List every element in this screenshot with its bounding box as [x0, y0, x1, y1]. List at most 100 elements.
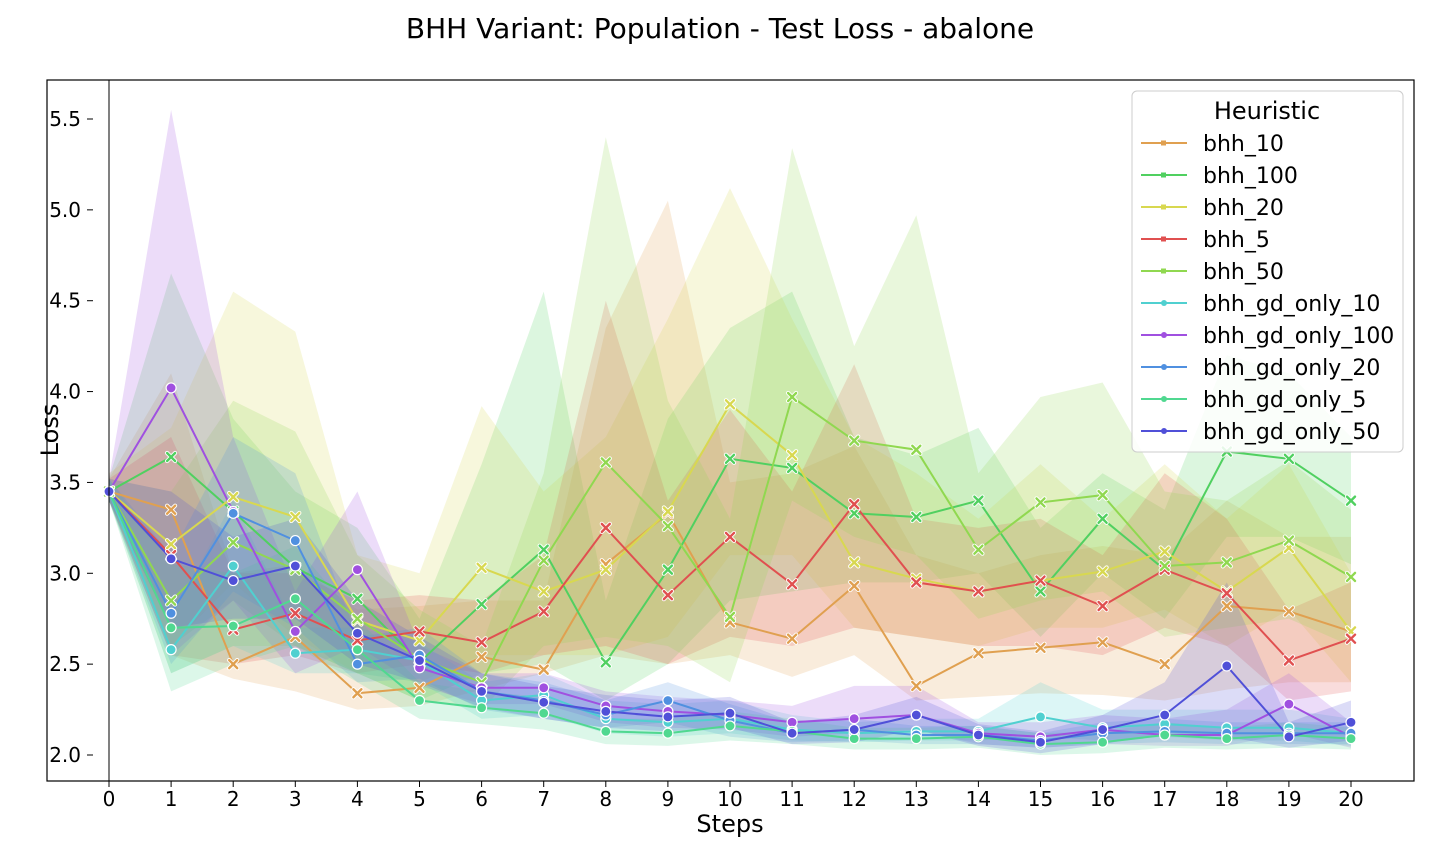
marker-bhh_gd_only_100 [351, 564, 363, 576]
x-tick-label: 1 [165, 787, 178, 811]
marker-bhh_gd_only_5 [227, 620, 239, 632]
marker-bhh_10 [910, 679, 923, 693]
x-tick-label: 8 [599, 787, 612, 811]
marker-bhh_gd_only_10 [165, 644, 177, 656]
marker-bhh_gd_only_5 [1159, 729, 1171, 741]
marker-bhh_gd_only_50 [600, 705, 612, 717]
marker-bhh_gd_only_100 [289, 625, 301, 638]
y-tick-label: 5.5 [49, 107, 81, 131]
y-axis: 2.0 2.5 3.0 3.5 4.0 4.5 5.0 5.5 [49, 80, 110, 781]
marker-bhh_gd_only_50 [165, 553, 177, 565]
marker-bhh_gd_only_50 [351, 627, 363, 639]
legend-marker-bhh_50 [1161, 268, 1166, 274]
marker-bhh_10 [1158, 658, 1171, 671]
marker-bhh_100 [537, 543, 550, 556]
legend-marker-bhh_gd_only_20 [1161, 364, 1167, 370]
marker-bhh_20 [848, 556, 861, 569]
marker-bhh_10 [227, 658, 240, 671]
marker-bhh_100 [910, 510, 923, 524]
x-tick-label: 19 [1276, 787, 1301, 811]
marker-bhh_50 [1344, 570, 1358, 584]
marker-bhh_50 [165, 594, 178, 607]
marker-bhh_20 [289, 510, 302, 524]
x-tick-label: 12 [841, 787, 866, 811]
marker-bhh_100 [351, 592, 364, 605]
marker-bhh_5 [475, 636, 488, 649]
marker-bhh_5 [1096, 599, 1109, 613]
marker-bhh_gd_only_5 [600, 725, 612, 737]
legend-label-bhh_gd_only_5: bhh_gd_only_5 [1203, 388, 1366, 413]
marker-bhh_gd_only_5 [1096, 736, 1109, 748]
x-tick-label: 14 [966, 787, 991, 811]
legend-marker-bhh_gd_only_100 [1161, 332, 1167, 338]
marker-bhh_5 [413, 625, 426, 638]
marker-bhh_10 [848, 579, 861, 593]
marker-bhh_gd_only_50 [1096, 723, 1109, 736]
marker-bhh_gd_only_5 [538, 707, 550, 719]
marker-bhh_5 [910, 576, 923, 589]
marker-bhh_gd_only_50 [1345, 716, 1357, 728]
legend-label-bhh_100: bhh_100 [1203, 164, 1298, 189]
marker-bhh_10 [1096, 636, 1109, 649]
marker-bhh_10 [537, 663, 550, 676]
marker-bhh_gd_only_100 [848, 713, 860, 725]
marker-bhh_5 [289, 607, 302, 620]
marker-bhh_10 [413, 681, 426, 694]
marker-bhh_100 [972, 494, 985, 507]
x-tick-label: 15 [1028, 787, 1053, 811]
marker-bhh_20 [537, 585, 550, 598]
marker-bhh_gd_only_5 [1221, 733, 1233, 745]
marker-bhh_50 [972, 543, 985, 556]
marker-bhh_50 [351, 612, 364, 625]
marker-bhh_gd_only_5 [476, 702, 488, 714]
legend-box [1131, 90, 1404, 453]
series-markers [102, 382, 1358, 750]
marker-bhh_10 [475, 650, 488, 663]
marker-bhh_20 [1158, 545, 1171, 558]
marker-bhh_gd_only_5 [662, 727, 674, 739]
x-tick-label: 13 [904, 787, 929, 811]
legend-label-bhh_gd_only_20: bhh_gd_only_20 [1203, 356, 1380, 381]
marker-bhh_10 [1034, 641, 1047, 654]
band-bhh_5 [109, 300, 1351, 701]
marker-bhh_gd_only_50 [786, 727, 798, 739]
marker-bhh_100 [165, 450, 178, 464]
x-tick-label: 20 [1338, 787, 1363, 811]
marker-bhh_50 [1158, 559, 1171, 573]
marker-bhh_gd_only_20 [662, 694, 674, 707]
legend-marker-bhh_gd_only_10 [1161, 300, 1167, 306]
marker-bhh_gd_only_50 [1221, 660, 1233, 672]
legend-label-bhh_20: bhh_20 [1203, 196, 1284, 221]
marker-bhh_5 [1282, 654, 1296, 667]
x-tick-label: 16 [1090, 787, 1115, 811]
marker-bhh_gd_only_5 [165, 622, 177, 634]
marker-bhh_10 [785, 632, 799, 645]
marker-bhh_100 [1282, 452, 1296, 465]
band-bhh_50 [109, 137, 1351, 710]
legend-marker-bhh_100 [1161, 172, 1166, 178]
marker-bhh_50 [723, 610, 737, 623]
legend: Heuristic bhh_10 bhh_100 bhh_20 bhh_5 bhh_50… [1131, 90, 1404, 453]
y-tick-label: 5.0 [49, 198, 81, 222]
legend-marker-bhh_20 [1161, 204, 1166, 210]
marker-bhh_gd_only_100 [165, 382, 177, 394]
marker-bhh_5 [599, 521, 612, 534]
marker-bhh_5 [972, 585, 985, 598]
x-tick-label: 2 [227, 787, 240, 811]
marker-bhh_5 [1344, 632, 1358, 645]
marker-bhh_gd_only_50 [413, 654, 426, 667]
marker-bhh_gd_only_50 [1034, 736, 1047, 748]
marker-bhh_gd_only_50 [662, 711, 674, 723]
legend-title: Heuristic [1214, 97, 1320, 125]
marker-bhh_gd_only_50 [476, 685, 488, 698]
marker-bhh_gd_only_10 [1034, 711, 1047, 723]
marker-bhh_100 [1034, 585, 1047, 598]
marker-bhh_gd_only_50 [227, 574, 239, 587]
marker-bhh_100 [723, 452, 737, 465]
marker-bhh_50 [661, 519, 675, 533]
legend-label-bhh_gd_only_50: bhh_gd_only_50 [1203, 420, 1380, 445]
marker-bhh_gd_only_10 [289, 647, 301, 659]
marker-bhh_5 [1220, 587, 1233, 600]
marker-bhh_5 [848, 498, 861, 511]
marker-bhh_gd_only_5 [413, 694, 426, 707]
